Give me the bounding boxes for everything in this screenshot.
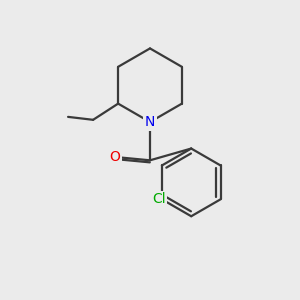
Text: O: O xyxy=(109,150,120,164)
Text: Cl: Cl xyxy=(152,192,166,206)
Text: N: N xyxy=(145,115,155,129)
